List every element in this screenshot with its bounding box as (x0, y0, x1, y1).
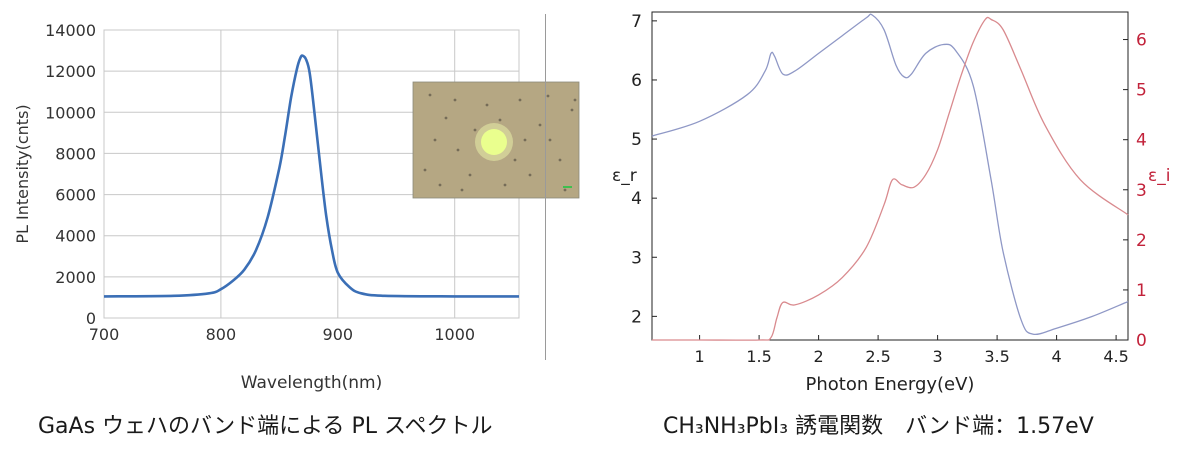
x-tick-label: 800 (206, 325, 237, 344)
x-tick-label: 2.5 (865, 347, 890, 366)
y-left-tick-label: 6 (631, 71, 642, 91)
inset-speck (538, 123, 542, 127)
pl-spectrum-chart: 700 800 900 1000020004000600080001000012000… (13, 21, 580, 393)
inset-speck (546, 94, 550, 98)
epsilon-r-line (651, 13, 1129, 336)
inset-speck (570, 108, 574, 112)
y-tick-label: 4000 (55, 227, 96, 246)
epsilon-i-line (652, 16, 1129, 341)
y-tick-label: 8000 (55, 144, 96, 163)
inset-speck (428, 93, 432, 97)
x-tick-label: 700 (89, 325, 120, 344)
y-right-tick-label: 0 (1136, 331, 1147, 351)
plot-frame (651, 11, 1129, 341)
y-left-tick-label: 5 (631, 130, 642, 150)
y-tick-label: 0 (86, 309, 96, 328)
caption-pl-spectrum: GaAs ウェハのバンド端による PL スペクトル (38, 414, 493, 439)
y-tick-label: 14000 (45, 21, 96, 40)
inset-speck (468, 173, 472, 177)
y-left-axis-label: ε_r (612, 166, 637, 186)
x-tick-label: 2 (814, 347, 824, 366)
x-axis-label: Wavelength(nm) (241, 373, 382, 393)
y-right-tick-label: 6 (1136, 31, 1147, 51)
x-tick-label: 900 (323, 325, 354, 344)
y-tick-label: 6000 (55, 186, 96, 205)
inset-scale-bar (563, 186, 572, 188)
inset-speck (503, 183, 507, 187)
inset-speck (485, 103, 489, 107)
inset-speck (518, 98, 522, 102)
inset-speck (444, 116, 448, 120)
y-left-tick-label: 2 (631, 307, 642, 327)
x-tick-label: 4 (1052, 347, 1062, 366)
y-left-tick-label: 4 (631, 189, 642, 209)
y-right-axis-label: ε_i (1148, 166, 1170, 186)
inset-micrograph (412, 81, 580, 199)
inset-speck (523, 138, 527, 142)
x-tick-label: 3 (933, 347, 943, 366)
x-tick-label: 1 (695, 347, 705, 366)
inset-speck (548, 138, 552, 142)
inset-speck (438, 183, 442, 187)
inset-speck (513, 158, 517, 162)
inset-speck (453, 98, 457, 102)
x-tick-label: 1.5 (746, 347, 771, 366)
inset-luminescent-spot (481, 129, 507, 155)
panel-divider (545, 14, 546, 360)
inset-speck (433, 138, 437, 142)
inset-speck (558, 158, 562, 162)
x-tick-label: 4.5 (1103, 347, 1128, 366)
caption-dielectric-function: CH₃NH₃PbI₃ 誘電関数 バンド端：1.57eV (663, 414, 1094, 439)
inset-speck (473, 128, 477, 132)
dielectric-function-chart: 1 1.5 2 2.5 3 3.5 4 4.5 2 3 4 5 6 7 0 1 2 3 4 5 6 Photon Ener… (612, 11, 1170, 395)
y-right-tick-label: 5 (1136, 81, 1147, 101)
pl-intensity-line (103, 54, 520, 298)
y-axis-label: PL Intensity(cnts) (13, 104, 32, 243)
y-left-tick-label: 3 (631, 248, 642, 268)
y-right-tick-label: 3 (1136, 181, 1147, 201)
inset-speck (563, 188, 567, 192)
inset-speck (573, 98, 577, 102)
inset-speck (423, 168, 427, 172)
y-tick-label: 2000 (55, 268, 96, 287)
x-tick-label: 3.5 (984, 347, 1009, 366)
inset-speck (498, 118, 502, 122)
y-tick-label: 10000 (45, 103, 96, 122)
y-left-tick-label: 7 (631, 12, 642, 32)
inset-speck (456, 148, 460, 152)
y-right-tick-label: 1 (1136, 281, 1147, 301)
y-right-tick-label: 2 (1136, 231, 1147, 251)
inset-speck (460, 188, 464, 192)
inset-speck (528, 173, 532, 177)
y-right-tick-label: 4 (1136, 131, 1147, 151)
x-axis-label: Photon Energy(eV) (806, 374, 975, 395)
x-tick-label: 1000 (434, 325, 475, 344)
y-tick-label: 12000 (45, 62, 96, 81)
